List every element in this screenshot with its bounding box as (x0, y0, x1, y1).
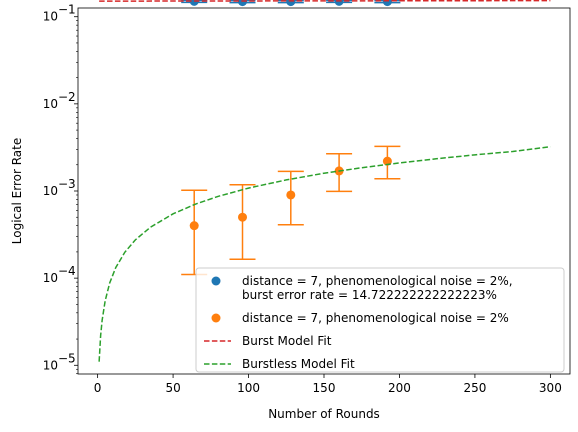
x-tick-label: 200 (388, 381, 411, 395)
y-tick-label: 10 −3 (43, 177, 76, 198)
y-tick-base: 10 (43, 97, 58, 111)
y-tick-exponent: −3 (58, 177, 76, 191)
legend: distance = 7, phenomenological noise = 2… (195, 267, 565, 373)
y-tick-base: 10 (43, 358, 58, 372)
x-tick-label: 250 (463, 381, 486, 395)
legend-handle-marker (211, 276, 221, 286)
legend-entry-text: Burstless Model Fit (242, 357, 355, 371)
y-tick-base: 10 (43, 271, 58, 285)
y-tick-label: 10 −2 (43, 90, 76, 111)
y-tick-exponent: −5 (58, 351, 76, 365)
series-3 (98, 145, 551, 362)
legend-entry-text: Burst Model Fit (242, 334, 332, 348)
series-line (99, 0, 551, 2)
y-tick-label: 10 −4 (43, 264, 76, 285)
data-point (286, 190, 296, 200)
y-tick-base: 10 (43, 10, 58, 24)
x-tick-label: 0 (94, 381, 102, 395)
legend-entry-text: burst error rate = 14.722222222222223% (242, 288, 497, 302)
y-tick-label: 10 −5 (43, 351, 76, 372)
series-line (98, 145, 551, 362)
legend-entry-text: distance = 7, phenomenological noise = 2… (242, 311, 509, 325)
x-axis-label: Number of Rounds (268, 407, 380, 421)
series-2 (99, 0, 551, 2)
data-point (238, 212, 248, 222)
legend-frame (195, 267, 565, 373)
legend-entry-text: distance = 7, phenomenological noise = 2… (242, 274, 513, 288)
y-tick-label: 10 −1 (43, 3, 76, 24)
y-tick-exponent: −1 (58, 3, 76, 17)
y-tick-exponent: −4 (58, 264, 76, 278)
x-tick-label: 100 (237, 381, 260, 395)
y-axis-label: Logical Error Rate (10, 138, 24, 244)
legend-handle-marker (211, 313, 221, 323)
chart-marks (98, 0, 551, 362)
x-tick-label: 50 (165, 381, 180, 395)
data-point (382, 156, 392, 166)
series-1 (181, 145, 401, 276)
x-tick-label: 150 (313, 381, 336, 395)
y-tick-base: 10 (43, 184, 58, 198)
y-tick-exponent: −2 (58, 90, 76, 104)
data-point (189, 221, 199, 231)
x-tick-label: 300 (539, 381, 562, 395)
